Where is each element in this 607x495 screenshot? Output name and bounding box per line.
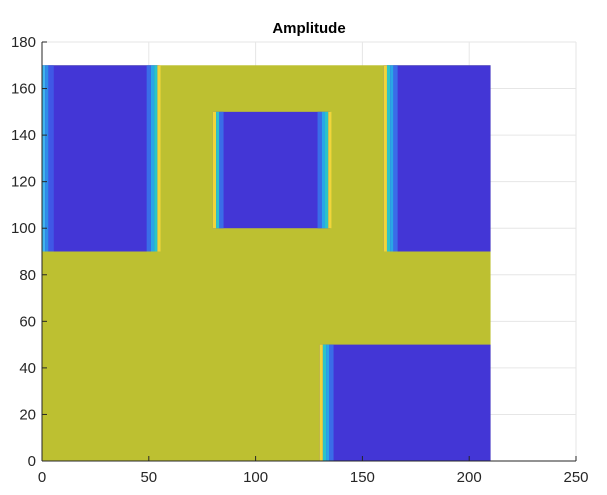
y-tick-label: 160	[11, 81, 36, 98]
x-tick-label: 250	[563, 469, 588, 486]
region-edge-band	[48, 65, 54, 252]
region-edge-band	[317, 111, 322, 229]
region-edge-band	[326, 344, 330, 461]
y-tick-label: 0	[28, 453, 36, 470]
region-edge-band	[219, 111, 224, 229]
x-tick-label: 0	[38, 469, 46, 486]
x-tick-label: 200	[457, 469, 482, 486]
y-tick-label: 120	[11, 174, 36, 191]
region-edge-band	[390, 65, 394, 252]
x-tick-label: 150	[350, 469, 375, 486]
low-amplitude-region	[383, 65, 491, 252]
low-amplitude-region	[212, 111, 331, 229]
region-edge-band	[328, 111, 332, 229]
region-edge-band	[386, 65, 391, 252]
chart-title: Amplitude	[272, 20, 345, 37]
y-tick-label: 140	[11, 127, 36, 144]
region-edge-band	[157, 65, 161, 252]
heatmap-field	[42, 65, 491, 462]
region-edge-band	[216, 111, 220, 229]
region-edge-band	[150, 65, 155, 252]
region-edge-band	[322, 344, 327, 461]
region-edge-band	[321, 111, 326, 229]
region-edge-band	[146, 65, 151, 252]
region-edge-band	[383, 65, 387, 252]
region-edge-band	[42, 65, 46, 252]
region-edge-band	[319, 344, 323, 461]
low-amplitude-region	[319, 344, 491, 461]
y-tick-label: 40	[19, 360, 36, 377]
low-amplitude-region	[42, 65, 160, 252]
y-tick-label: 180	[11, 34, 36, 51]
region-edge-band	[154, 65, 158, 252]
region-edge-band	[325, 111, 329, 229]
y-tick-label: 20	[19, 406, 36, 423]
x-tick-label: 50	[140, 469, 157, 486]
axes	[41, 42, 576, 462]
y-axis-ticks: 0 20 40 60 80 100 120 140 160 180	[11, 34, 47, 470]
y-tick-label: 100	[11, 220, 36, 237]
y-tick-label: 80	[19, 267, 36, 284]
region-edge-band	[329, 344, 334, 461]
region-edge-band	[212, 111, 217, 229]
x-tick-label: 100	[243, 469, 268, 486]
region-edge-band	[45, 65, 49, 252]
y-tick-label: 60	[19, 313, 36, 330]
region-edge-band	[393, 65, 398, 252]
x-axis-ticks: 0 50 100 150 200 250	[38, 456, 589, 486]
